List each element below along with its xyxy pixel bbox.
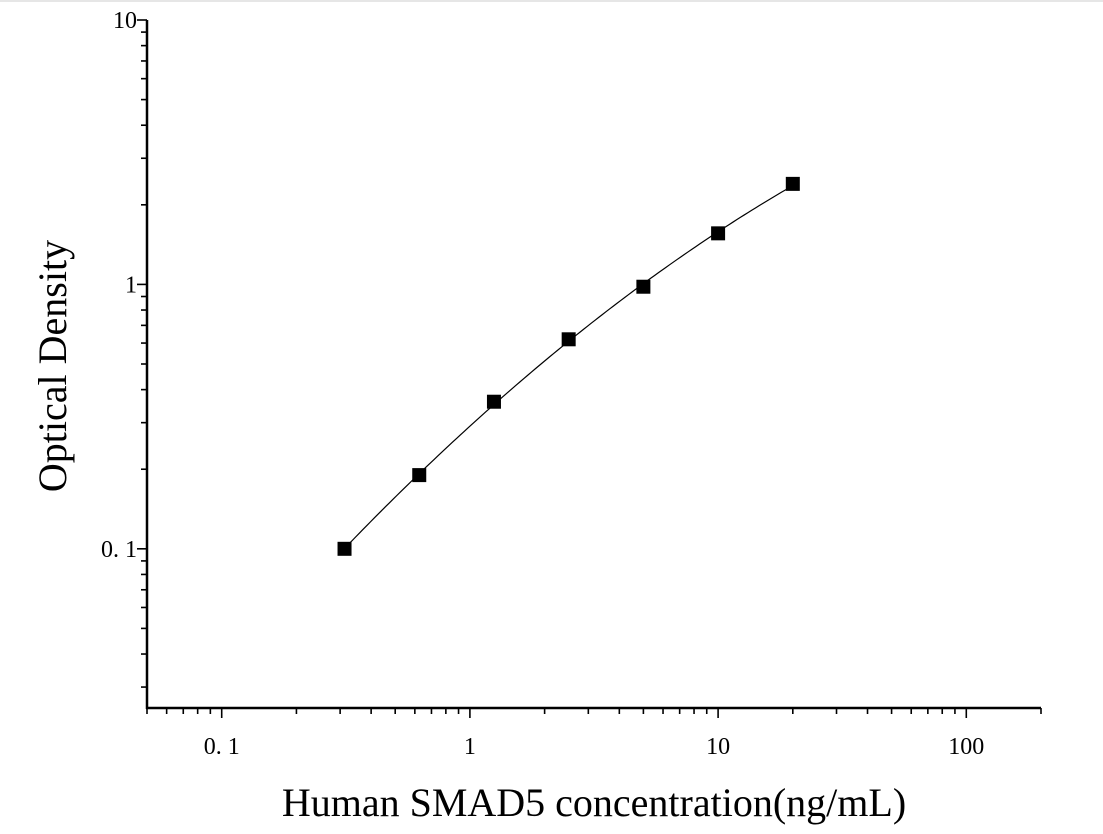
data-point (561, 332, 576, 347)
data-point (486, 394, 501, 409)
top-border-line (0, 0, 1103, 2)
data-point (337, 541, 352, 556)
y-tick-label: 1 (125, 272, 137, 298)
y-tick-label: 0. 1 (101, 537, 137, 563)
x-axis-label: Human SMAD5 concentration(ng/mL) (282, 780, 906, 825)
axes: 0. 1 1 10 100 0. 1 1 10 (101, 8, 1042, 760)
y-tick-label: 10 (113, 8, 137, 34)
data-point (412, 468, 427, 483)
data-point (785, 176, 800, 191)
data-point (636, 279, 651, 294)
x-tick-label: 100 (948, 734, 984, 760)
data-point (711, 226, 726, 241)
y-axis-label: Optical Density (30, 240, 75, 492)
fit-curve (344, 185, 794, 549)
fit-curve-group (344, 185, 794, 549)
data-points-group (337, 176, 800, 556)
x-tick-label: 1 (464, 734, 476, 760)
x-tick-label: 0. 1 (204, 734, 240, 760)
x-tick-label: 10 (706, 734, 730, 760)
